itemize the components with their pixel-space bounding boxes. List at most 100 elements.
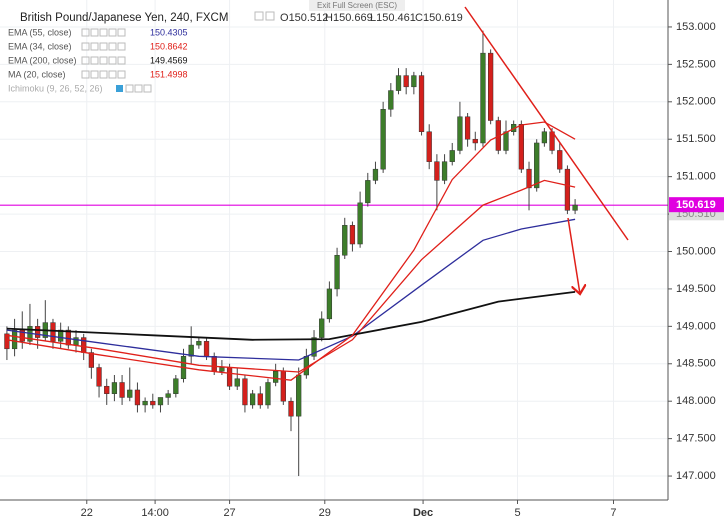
candle-body bbox=[203, 341, 210, 357]
legend: EMA (55, close) 150.4305 EMA (34, close) 15… bbox=[8, 27, 188, 93]
candle-body bbox=[303, 356, 309, 376]
legend-icon[interactable] bbox=[99, 28, 108, 37]
ohlc-value: H150.669 bbox=[325, 12, 373, 24]
candle-body bbox=[503, 131, 509, 151]
legend-icon[interactable] bbox=[90, 70, 99, 79]
ohlc-num: 150.619 bbox=[423, 12, 463, 24]
candle-body bbox=[357, 202, 363, 245]
legend-icon[interactable] bbox=[125, 84, 134, 93]
candle-body bbox=[480, 52, 486, 144]
indicator-line bbox=[6, 121, 576, 381]
candle-body bbox=[334, 254, 340, 290]
icon[interactable] bbox=[265, 11, 275, 21]
legend-icon[interactable] bbox=[81, 28, 90, 37]
y-tick-label: 149.500 bbox=[676, 283, 716, 295]
y-tick-label: 148.500 bbox=[676, 358, 716, 370]
exit-bar[interactable] bbox=[309, 0, 405, 11]
legend-icon[interactable] bbox=[117, 28, 126, 37]
price-label-box bbox=[669, 197, 724, 213]
candle-body bbox=[349, 225, 356, 245]
candle-body bbox=[34, 326, 41, 338]
legend-icon[interactable] bbox=[108, 70, 117, 79]
candle-body bbox=[449, 150, 455, 162]
candle-body bbox=[242, 378, 248, 406]
legend-icon[interactable] bbox=[108, 56, 117, 65]
candle-body bbox=[388, 90, 394, 110]
legend-icon[interactable] bbox=[99, 42, 108, 51]
y-tick-label: 147.000 bbox=[676, 470, 716, 482]
y-tick-label: 151.500 bbox=[676, 133, 716, 145]
candle-body bbox=[564, 168, 571, 211]
legend-icon[interactable] bbox=[117, 56, 126, 65]
candle-body bbox=[127, 389, 133, 398]
x-tick-label: 7 bbox=[610, 507, 616, 519]
candle-body bbox=[365, 180, 371, 204]
candle-body bbox=[464, 116, 471, 140]
candle-body bbox=[372, 168, 379, 181]
y-tick-label: 152.000 bbox=[676, 96, 716, 108]
x-tick-label: 14:00 bbox=[141, 507, 169, 519]
legend-icon[interactable] bbox=[81, 70, 90, 79]
candle-body bbox=[288, 400, 294, 417]
candle-body bbox=[219, 367, 225, 372]
candle-body bbox=[418, 75, 425, 132]
y-tick-label: 148.000 bbox=[676, 395, 716, 407]
candle-body bbox=[265, 382, 271, 406]
legend-icon[interactable] bbox=[90, 56, 99, 65]
candle-body bbox=[572, 204, 578, 211]
legend-icon[interactable] bbox=[81, 42, 90, 51]
y-tick-label: 149.000 bbox=[676, 320, 716, 332]
ohlc-key: O bbox=[280, 12, 289, 24]
candle-body bbox=[173, 378, 179, 394]
candle-body bbox=[96, 367, 102, 387]
legend-icon[interactable] bbox=[99, 70, 108, 79]
legend-icon[interactable] bbox=[116, 85, 123, 92]
candle-body bbox=[211, 356, 217, 372]
candle-body bbox=[157, 397, 164, 406]
legend-icon[interactable] bbox=[117, 42, 126, 51]
legend-value: 149.4569 bbox=[150, 55, 188, 65]
legend-name: Ichimoku (9, 26, 52, 26) bbox=[8, 83, 103, 93]
legend-icon[interactable] bbox=[99, 56, 108, 65]
legend-icon[interactable] bbox=[117, 70, 126, 79]
candle-body bbox=[403, 75, 409, 88]
header: British Pound/Japanese Yen, 240, FXCM O1… bbox=[20, 11, 463, 24]
ohlc-num: 150.669 bbox=[333, 12, 373, 24]
y-tick-label: 153.000 bbox=[676, 21, 716, 33]
candle-body bbox=[296, 374, 302, 417]
chart-title: British Pound/Japanese Yen, 240, FXCM bbox=[20, 12, 228, 24]
candle-body bbox=[342, 225, 348, 256]
x-tick-label: Dec bbox=[413, 507, 433, 519]
legend-icon[interactable] bbox=[81, 56, 90, 65]
legend-icon[interactable] bbox=[134, 84, 143, 93]
candle-body bbox=[234, 378, 240, 387]
candle-body bbox=[534, 142, 540, 189]
candle-body bbox=[150, 400, 156, 406]
legend-value: 151.4998 bbox=[150, 69, 188, 79]
candle-body bbox=[257, 393, 263, 406]
legend-icon[interactable] bbox=[143, 84, 152, 93]
legend-icon[interactable] bbox=[108, 42, 117, 51]
y-tick-label: 152.500 bbox=[676, 58, 716, 70]
candle-body bbox=[188, 344, 194, 357]
candle-body bbox=[196, 341, 202, 346]
ohlc-num: 150.512 bbox=[289, 12, 329, 24]
candle-body bbox=[311, 337, 317, 357]
exit-hint[interactable]: Exit Full Screen (ESC) bbox=[317, 1, 397, 10]
candle-body bbox=[104, 385, 110, 394]
legend-icon[interactable] bbox=[108, 28, 117, 37]
candle-body bbox=[58, 329, 64, 342]
candle-body bbox=[526, 168, 532, 189]
candle-body bbox=[111, 382, 118, 394]
legend-value: 150.8642 bbox=[150, 41, 188, 51]
candle-body bbox=[541, 131, 548, 144]
candle-body bbox=[249, 393, 256, 406]
x-tick-label: 22 bbox=[81, 507, 93, 519]
icon[interactable] bbox=[254, 11, 264, 21]
legend-icon[interactable] bbox=[90, 28, 99, 37]
legend-icon[interactable] bbox=[90, 42, 99, 51]
candle-body bbox=[472, 138, 478, 144]
candle-body bbox=[426, 131, 432, 162]
candle-body bbox=[411, 75, 417, 88]
